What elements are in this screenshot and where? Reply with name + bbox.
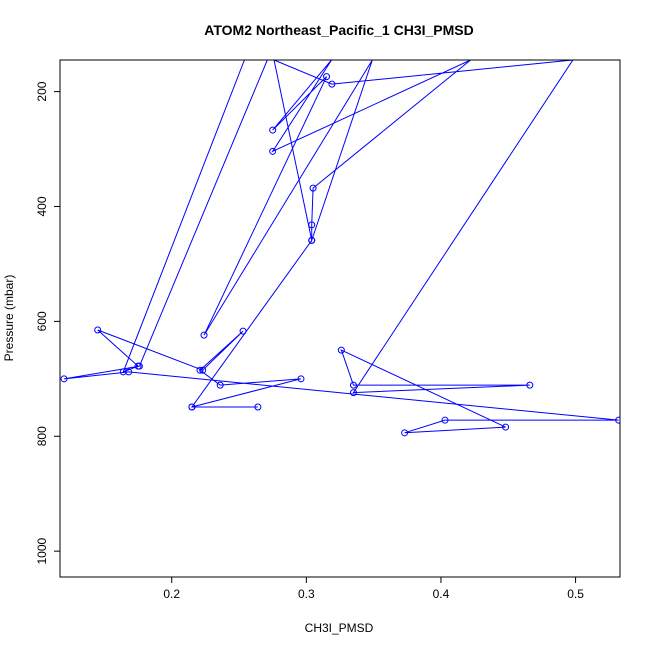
data-point — [216, 381, 224, 389]
data-point — [441, 416, 449, 424]
y-tick-label: 1000 — [35, 537, 49, 564]
x-tick-label: 0.4 — [433, 587, 450, 601]
data-point — [328, 80, 336, 88]
y-tick-label: 200 — [35, 81, 49, 101]
data-point — [401, 429, 409, 437]
data-point — [119, 368, 127, 376]
plot-area — [60, 60, 620, 437]
data-point — [135, 362, 143, 370]
data-point — [308, 236, 316, 244]
data-point — [269, 126, 277, 134]
data-point — [94, 326, 102, 334]
data-point — [502, 423, 510, 431]
data-point — [349, 389, 357, 397]
y-tick-label: 600 — [35, 311, 49, 331]
y-axis-label: Pressure (mbar) — [2, 275, 16, 362]
data-point — [200, 331, 208, 339]
y-tick-label: 400 — [35, 196, 49, 216]
y-tick-label: 800 — [35, 426, 49, 446]
data-point — [349, 381, 357, 389]
chart-title: ATOM2 Northeast_Pacific_1 CH3I_PMSD — [204, 22, 473, 38]
data-point — [196, 366, 204, 374]
data-point — [60, 375, 68, 383]
data-point — [188, 403, 196, 411]
data-point — [239, 327, 247, 335]
data-point — [125, 368, 133, 376]
data-point — [269, 147, 277, 155]
data-point — [615, 416, 620, 424]
x-tick-label: 0.5 — [567, 587, 584, 601]
data-point — [337, 346, 345, 354]
data-point — [526, 381, 534, 389]
plot-frame — [59, 59, 621, 578]
x-tick-label: 0.3 — [298, 587, 315, 601]
data-point — [297, 375, 305, 383]
data-point — [254, 403, 262, 411]
data-point — [309, 184, 317, 192]
data-point — [199, 366, 207, 374]
series-line — [63, 60, 619, 434]
x-axis-label: CH3I_PMSD — [305, 621, 374, 635]
axes: 0.2 0.3 0.4 0.5 200 400 600 800 1000 — [35, 81, 584, 601]
data-point — [323, 73, 331, 81]
data-point — [308, 221, 316, 229]
x-tick-label: 0.2 — [163, 587, 180, 601]
